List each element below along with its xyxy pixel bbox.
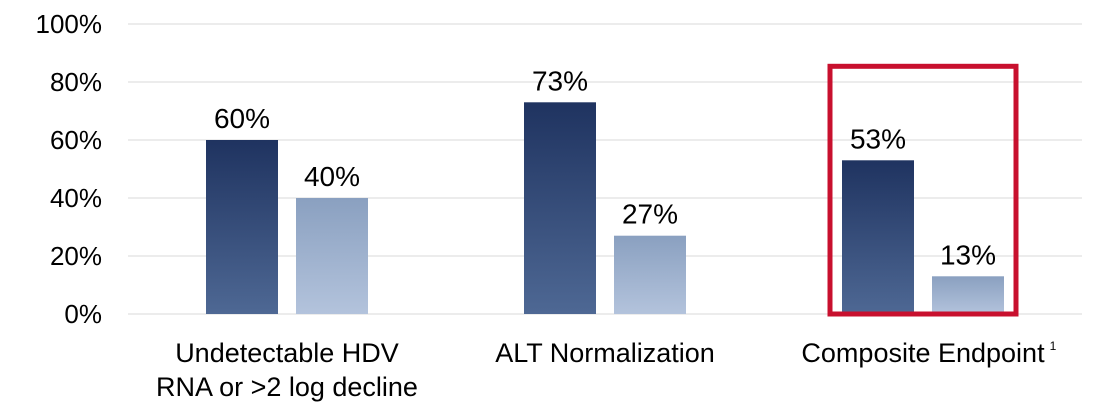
category-label: Composite Endpoint [801,338,1045,368]
highlight-box [827,63,1019,317]
bars [206,102,1004,314]
category-label-line: Undetectable HDV [175,338,399,368]
category-label: ALT Normalization [495,338,715,368]
y-tick-label: 60% [50,125,102,155]
bar-series-1 [524,102,596,314]
data-label: 27% [622,199,678,230]
y-tick-label: 0% [64,299,102,329]
y-tick-label: 80% [50,67,102,97]
data-label: 60% [214,103,270,134]
data-label: 13% [940,239,996,270]
data-label: 73% [532,65,588,96]
category-label-line: Composite Endpoint [801,338,1045,368]
bar-series-1 [842,160,914,314]
data-labels: 60% 40% 73% 27% 53% 13% [214,65,996,270]
x-axis: Undetectable HDV RNA or >2 log decline ALT… [156,338,1057,402]
y-tick-label: 40% [50,183,102,213]
category-label-line: ALT Normalization [495,338,715,368]
highlight-box [827,63,1019,317]
data-label: 40% [304,161,360,192]
y-tick-label: 20% [50,241,102,271]
y-axis: 0% 20% 40% 60% 80% 100% [36,9,103,329]
data-label: 53% [850,123,906,154]
bar-series-2 [614,235,686,314]
category-label-line: RNA or >2 log decline [156,372,418,402]
y-tick-label: 100% [36,9,103,39]
bar-series-2 [932,276,1004,314]
bar-series-1 [206,140,278,314]
footnote-superscript: 1 [1050,339,1057,353]
bar-series-2 [296,198,368,314]
category-label: Undetectable HDV RNA or >2 log decline [156,338,418,402]
